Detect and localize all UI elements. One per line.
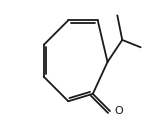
Text: O: O — [114, 106, 123, 116]
